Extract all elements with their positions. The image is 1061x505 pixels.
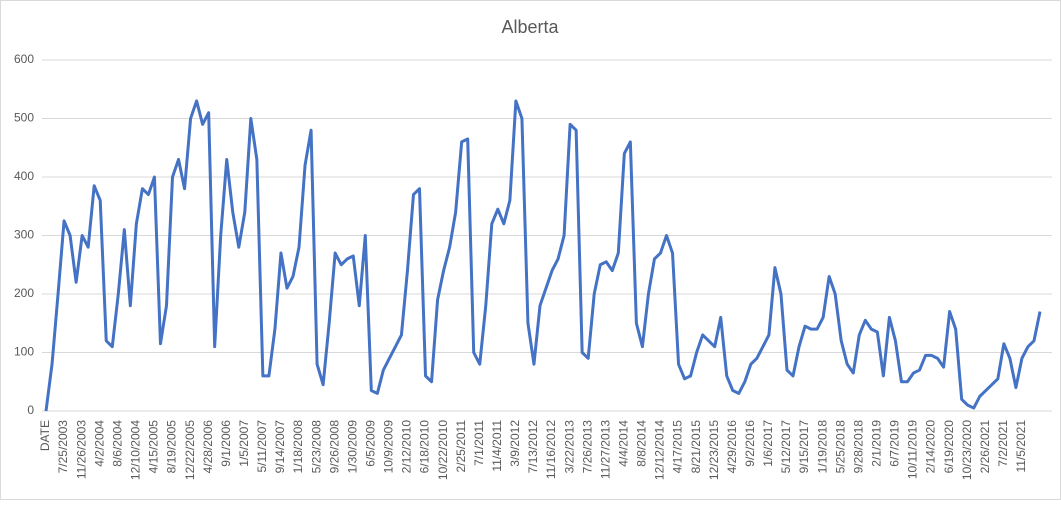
x-tick-label: 9/1/2006 <box>219 420 233 467</box>
x-tick-label: 8/21/2015 <box>689 420 703 474</box>
x-tick-label: 9/15/2017 <box>797 420 811 474</box>
x-tick-label: 11/4/2011 <box>490 420 504 472</box>
x-tick-label: 6/18/2010 <box>418 420 432 474</box>
y-tick-label: 100 <box>14 345 34 359</box>
x-tick-label: 6/5/2009 <box>363 420 377 467</box>
x-tick-label: 2/25/2011 <box>454 420 468 473</box>
x-tick-label: 10/23/2020 <box>960 420 974 480</box>
x-tick-label: 7/13/2012 <box>526 420 540 474</box>
x-tick-label: 1/6/2017 <box>761 420 775 467</box>
x-tick-label: 2/14/2020 <box>924 420 938 474</box>
x-tick-label: 10/11/2019 <box>906 420 920 479</box>
x-tick-label: 11/26/2003 <box>74 420 88 479</box>
x-tick-label: 1/19/2018 <box>815 420 829 474</box>
x-tick-label: 5/23/2008 <box>309 420 323 474</box>
x-tick-label: DATE <box>38 420 52 451</box>
x-tick-label: 8/8/2014 <box>635 420 649 467</box>
x-tick-label: 9/28/2018 <box>851 420 865 474</box>
y-tick-label: 300 <box>14 228 34 242</box>
x-tick-label: 4/28/2006 <box>201 420 215 474</box>
y-tick-label: 0 <box>27 403 34 417</box>
x-tick-label: 6/19/2020 <box>942 420 956 474</box>
x-tick-label: 2/1/2019 <box>870 420 884 467</box>
x-tick-label: 2/26/2021 <box>978 420 992 474</box>
x-tick-label: 9/14/2007 <box>273 420 287 474</box>
x-tick-label: 1/18/2008 <box>291 420 305 474</box>
y-tick-label: 500 <box>14 111 34 125</box>
x-tick-label: 9/2/2016 <box>743 420 757 467</box>
x-tick-label: 11/27/2013 <box>598 420 612 479</box>
x-tick-label: 12/10/2004 <box>129 420 143 480</box>
x-tick-label: 10/9/2009 <box>382 420 396 474</box>
x-tick-label: 7/2/2021 <box>996 420 1010 467</box>
x-tick-label: 12/12/2014 <box>653 420 667 480</box>
x-tick-label: 7/25/2003 <box>56 420 70 474</box>
x-tick-label: 3/9/2012 <box>508 420 522 467</box>
x-tick-label: 4/29/2016 <box>725 420 739 474</box>
x-tick-label: 5/11/2007 <box>255 420 269 473</box>
x-tick-label: 4/17/2015 <box>671 420 685 474</box>
data-line <box>44 99 1042 412</box>
x-tick-label: 8/6/2004 <box>110 420 124 467</box>
x-tick-label: 5/12/2017 <box>779 420 793 474</box>
y-tick-label: 200 <box>14 286 34 300</box>
x-tick-label: 7/26/2013 <box>580 420 594 474</box>
y-tick-label: 600 <box>14 52 34 66</box>
x-tick-label: 7/1/2011 <box>472 420 486 466</box>
y-tick-label: 400 <box>14 169 34 183</box>
x-tick-label: 11/16/2012 <box>544 420 558 479</box>
chart-title: Alberta <box>501 17 559 37</box>
x-tick-label: 9/26/2008 <box>327 420 341 474</box>
x-tick-label: 1/30/2009 <box>345 420 359 474</box>
x-tick-label: 12/23/2015 <box>707 420 721 480</box>
x-tick-label: 12/22/2005 <box>183 420 197 480</box>
x-tick-label: 3/22/2013 <box>562 420 576 474</box>
x-tick-label: 1/5/2007 <box>237 420 251 467</box>
x-tick-label: 4/4/2014 <box>616 420 630 467</box>
x-tick-label: 2/12/2010 <box>400 420 414 474</box>
x-tick-label: 5/25/2018 <box>833 420 847 474</box>
x-tick-label: 11/5/2021 <box>1014 420 1028 473</box>
x-tick-label: 8/19/2005 <box>165 420 179 474</box>
x-tick-label: 10/22/2010 <box>436 420 450 480</box>
x-tick-label: 4/2/2004 <box>92 420 106 467</box>
x-tick-label: 6/7/2019 <box>888 420 902 467</box>
x-tick-label: 4/15/2005 <box>147 420 161 474</box>
